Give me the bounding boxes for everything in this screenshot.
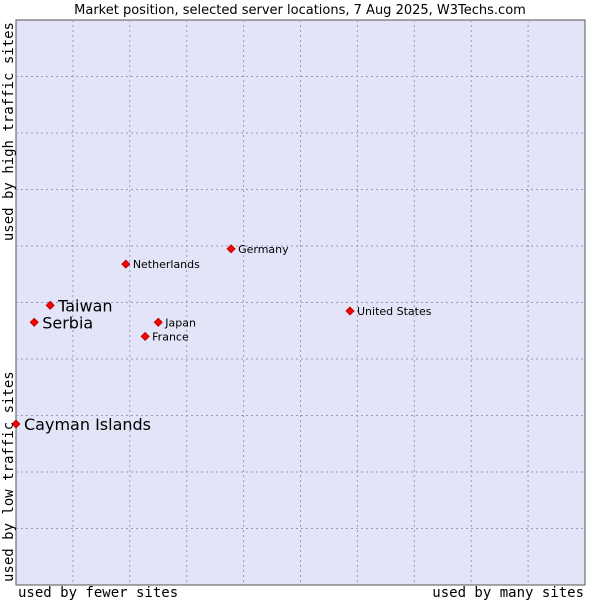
chart-title: Market position, selected server locatio…: [74, 3, 526, 18]
point-label: United States: [357, 305, 432, 318]
point-france[interactable]: France: [140, 330, 189, 343]
point-label: Taiwan: [57, 296, 112, 315]
point-marker[interactable]: [140, 331, 150, 341]
point-netherlands[interactable]: Netherlands: [121, 258, 200, 271]
x-axis-label-left: used by fewer sites: [18, 585, 178, 600]
x-axis-label-right: used by many sites: [432, 585, 584, 600]
point-cayman-islands[interactable]: Cayman Islands: [11, 415, 151, 434]
point-germany[interactable]: Germany: [226, 243, 289, 256]
point-marker[interactable]: [345, 306, 355, 316]
point-japan[interactable]: Japan: [153, 316, 196, 329]
point-label: France: [152, 330, 189, 343]
point-united-states[interactable]: United States: [345, 305, 432, 318]
point-label: Japan: [164, 316, 196, 329]
point-marker[interactable]: [11, 419, 21, 429]
point-label: Netherlands: [133, 258, 200, 271]
point-label: Germany: [238, 243, 289, 256]
point-label: Cayman Islands: [24, 415, 151, 434]
point-marker[interactable]: [153, 317, 163, 327]
point-marker[interactable]: [29, 317, 39, 327]
y-axis-label-top: used by high traffic sites: [1, 22, 17, 241]
y-axis-label-bottom: used by low traffic sites: [1, 371, 17, 582]
point-marker[interactable]: [45, 300, 55, 310]
grid-lines: [16, 20, 585, 585]
point-serbia[interactable]: Serbia: [29, 313, 93, 332]
point-taiwan[interactable]: Taiwan: [45, 296, 113, 315]
point-marker[interactable]: [121, 259, 131, 269]
point-marker[interactable]: [226, 244, 236, 254]
point-label: Serbia: [42, 313, 93, 332]
